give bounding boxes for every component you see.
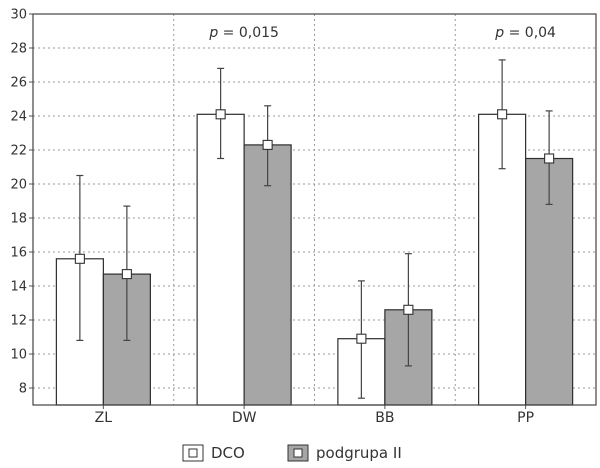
mean-marker — [74, 253, 85, 264]
y-tick-label: 24 — [10, 110, 27, 125]
x-tick-label-zl: ZL — [95, 410, 113, 426]
x-tick-label-pp: PP — [517, 410, 534, 426]
legend-item-podgrupa-ii: podgrupa II — [287, 444, 402, 462]
bar-dco-dw — [196, 113, 245, 406]
y-tick-label: 30 — [10, 8, 27, 23]
p-value-annotation: p = 0,04 — [494, 25, 556, 41]
x-tick-label-dw: DW — [232, 410, 257, 426]
legend-label: DCO — [211, 444, 245, 462]
p-value-annotation: p = 0,015 — [208, 25, 279, 41]
y-tick-label: 22 — [10, 144, 27, 159]
mean-marker — [121, 269, 132, 280]
mean-marker — [403, 304, 414, 315]
y-tick-label: 26 — [10, 76, 27, 91]
y-tick-label: 20 — [10, 178, 27, 193]
p-symbol: p — [494, 25, 504, 41]
legend-marker — [293, 448, 303, 458]
legend-marker — [188, 448, 198, 458]
plot-frame — [32, 13, 597, 406]
y-tick-label: 16 — [10, 246, 27, 261]
mean-marker — [544, 153, 555, 164]
axes: 8 10 12 14 16 18 20 22 24 26 28 30 ZL DW BB PP — [10, 8, 597, 426]
y-tick-label: 28 — [10, 42, 27, 57]
legend-item-dco: DCO — [182, 444, 245, 462]
error-bars — [74, 59, 555, 399]
y-tick-label: 12 — [10, 314, 27, 329]
p-value-text: = 0,04 — [504, 25, 556, 41]
mean-marker — [215, 109, 226, 120]
mean-marker — [262, 139, 273, 150]
p-value-text: = 0,015 — [218, 25, 279, 41]
y-tick-label: 10 — [10, 348, 27, 363]
p-symbol: p — [208, 25, 218, 41]
x-tick-label-bb: BB — [375, 410, 394, 426]
annotations: p = 0,015 p = 0,04 — [208, 25, 556, 41]
legend-label: podgrupa II — [316, 444, 402, 462]
bar-podgrupa-ii-dw — [243, 144, 292, 406]
y-tick-label: 8 — [19, 382, 27, 397]
mean-marker — [356, 333, 367, 344]
y-tick-label: 14 — [10, 280, 27, 295]
grid-lines — [33, 14, 596, 405]
mean-marker — [497, 109, 508, 120]
legend: DCO podgrupa II — [182, 444, 402, 462]
y-tick-label: 18 — [10, 212, 27, 227]
